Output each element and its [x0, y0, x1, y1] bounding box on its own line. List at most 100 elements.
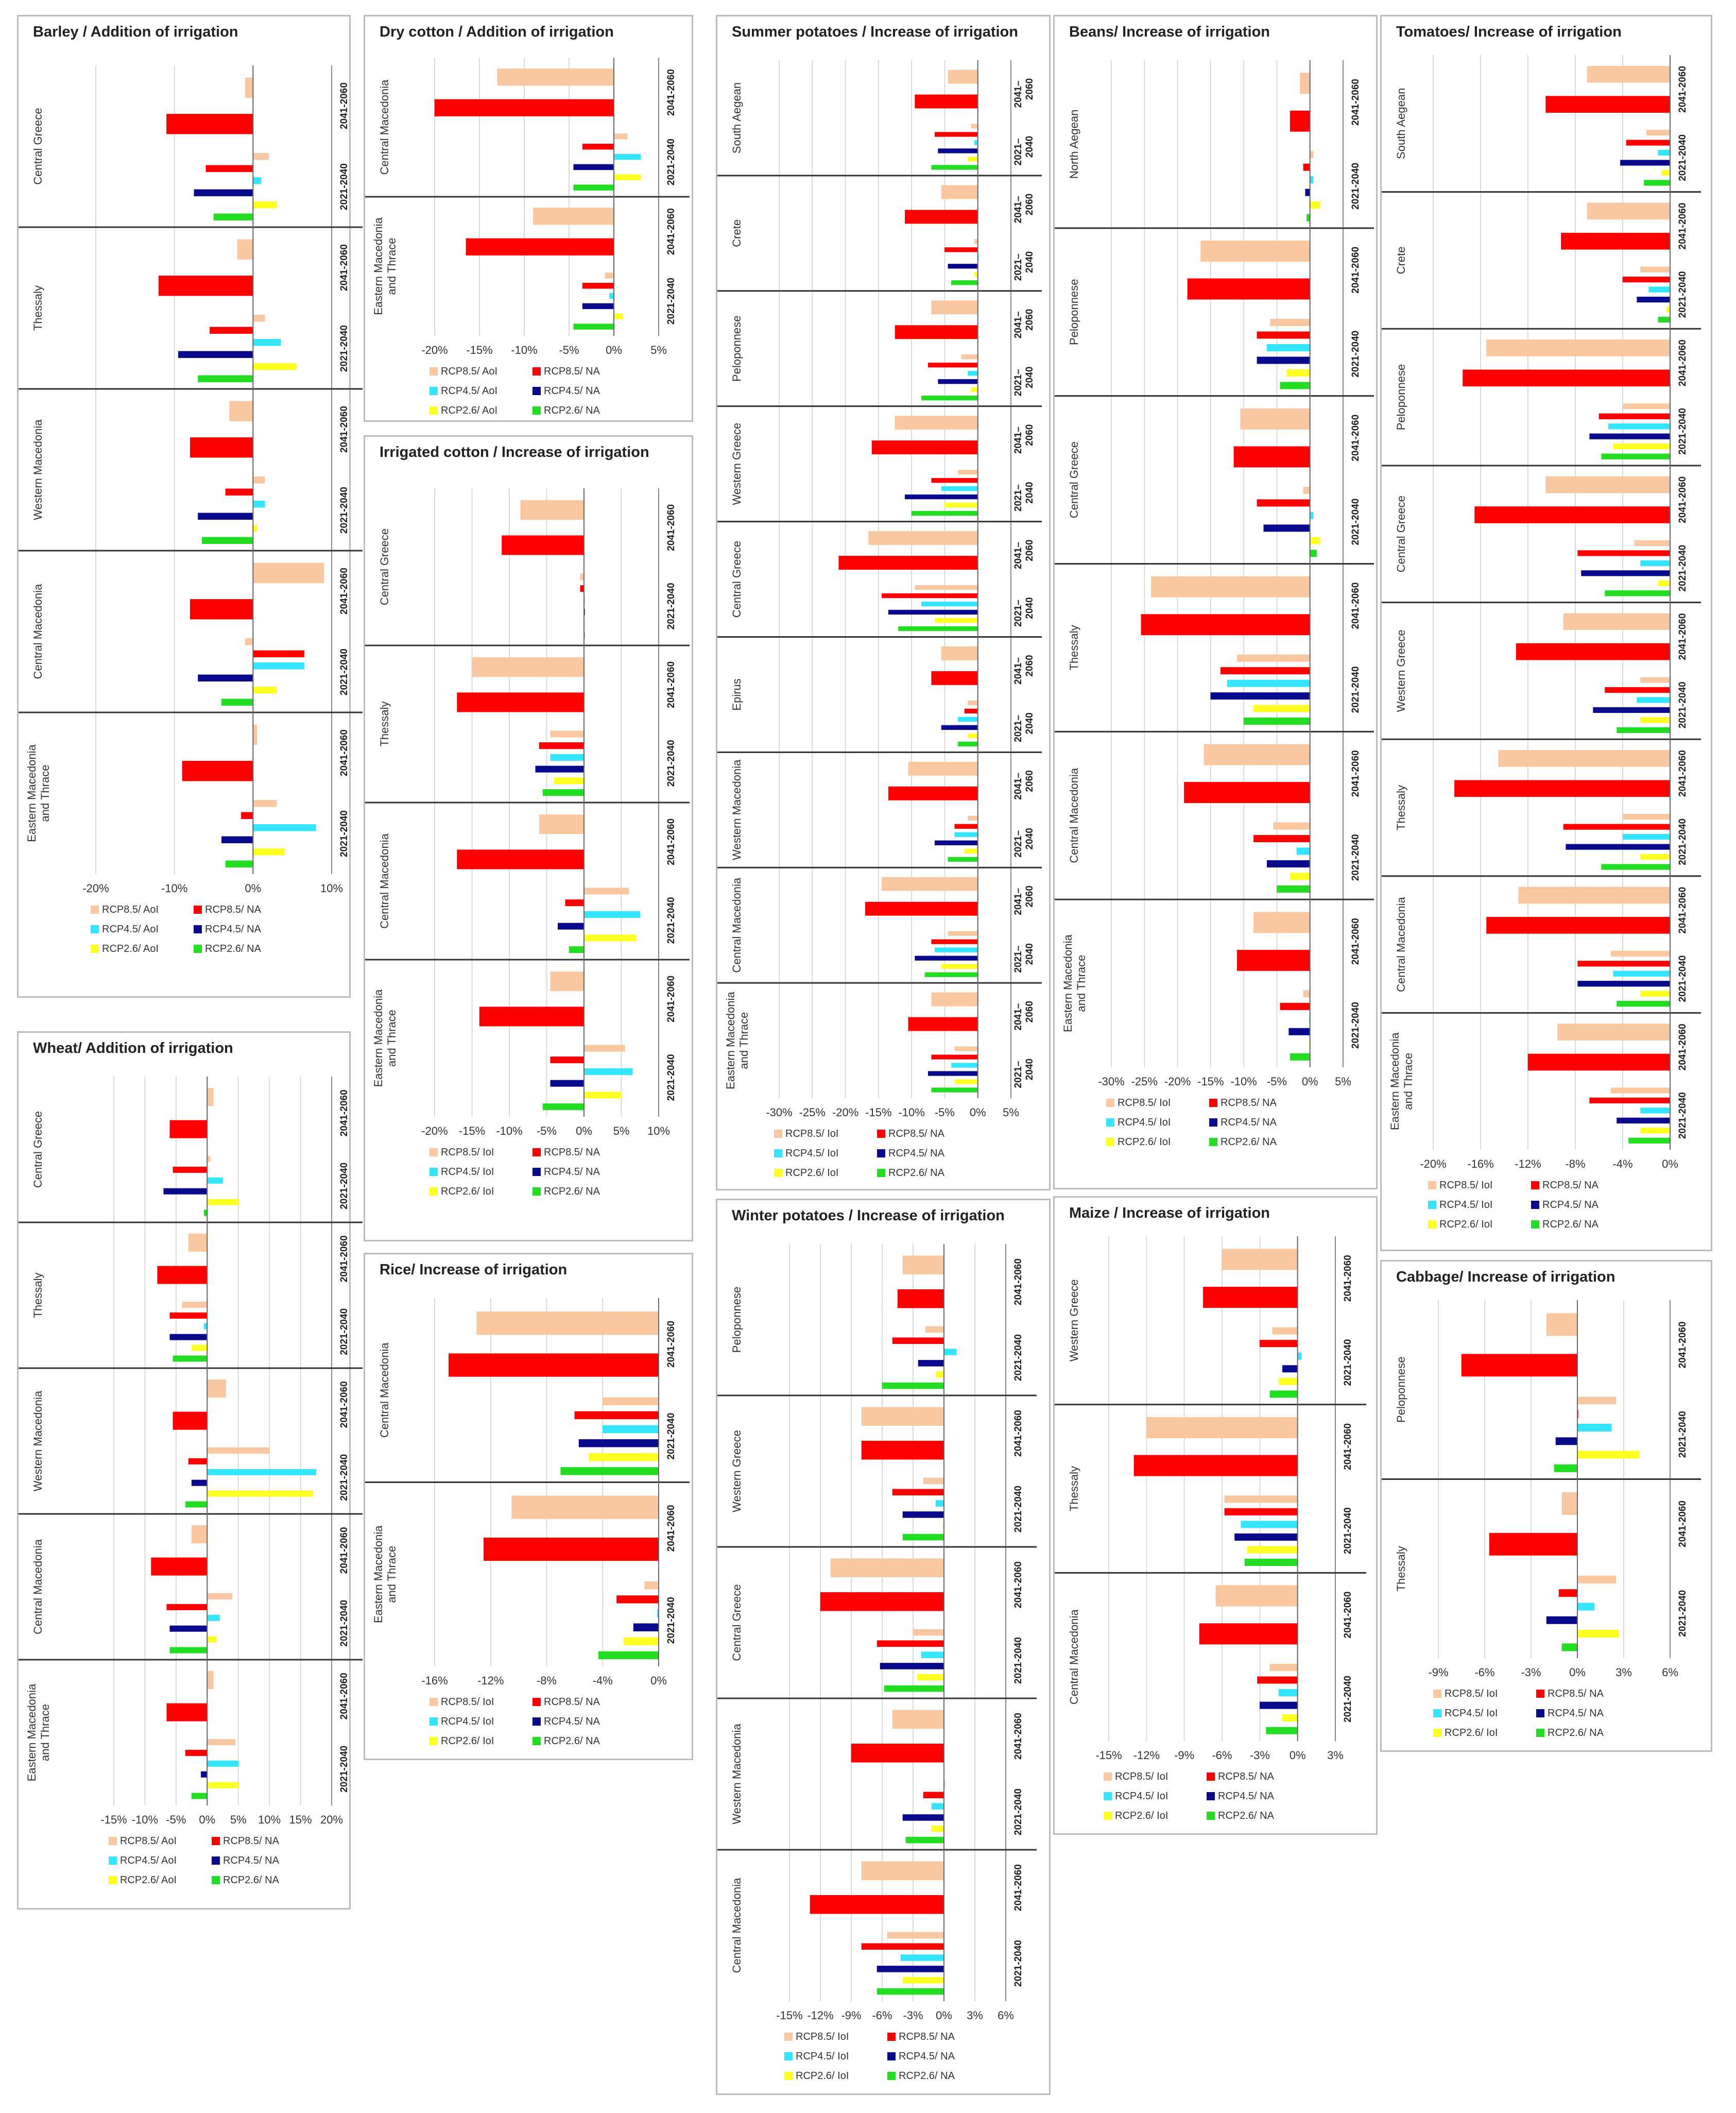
bar-rcp45_na [169, 1625, 208, 1632]
x-tick-label: 3% [1327, 1749, 1344, 1762]
region-label-central-macedonia: Central Macedonia [730, 1878, 743, 1973]
bar-rcp85_i [1610, 950, 1671, 957]
bar-rcp45_i [935, 1500, 944, 1507]
x-tick-label: -15% [459, 1124, 485, 1137]
bar-rcp85_na [483, 1537, 659, 1561]
x-tick-label: -25% [799, 1106, 826, 1119]
bar-rcp45_na [918, 1360, 944, 1367]
legend-label: RCP2.6/ IoI [1445, 1727, 1498, 1739]
legend-swatch [532, 1168, 541, 1176]
region-label-central-macedonia: Central Macedonia [1068, 1609, 1080, 1705]
bar-rcp85_na [1486, 917, 1671, 934]
bar-rcp85_i [923, 1477, 944, 1485]
legend-label: RCP2.6/ NA [1542, 1219, 1599, 1230]
region-label-central-macedonia: Central Macedonia [31, 1539, 44, 1634]
legend-label: RCP4.5/ NA [888, 1148, 945, 1159]
bar-rcp85_na [1605, 687, 1671, 693]
bar-rcp85_i [1640, 677, 1671, 683]
period-label: 2021-2040 [339, 1163, 350, 1209]
bar-rcp26_i [1290, 873, 1310, 880]
bar-rcp45_i [968, 371, 978, 376]
tomatoes-panel: Tomatoes/ Increase of irrigation South A… [1380, 15, 1712, 1251]
winter-potatoes-chart: Peloponnese 2041-2060 2021-2040 Western Gre… [717, 1244, 1037, 2082]
legend-swatch [109, 1876, 117, 1884]
bar-rcp45_i [583, 1068, 633, 1075]
period-label: 2021-2040 [339, 1600, 350, 1647]
period-label: 2041-2060 [666, 69, 677, 116]
region-label-thessaly: Thessaly [1395, 785, 1407, 830]
legend-swatch [532, 1737, 541, 1745]
bar-rcp85_na [169, 1312, 208, 1319]
period-label: 2021-2040 [1677, 819, 1688, 865]
chart-title: Dry cotton / Addition of irrigation [380, 24, 614, 40]
legend-swatch [1428, 1181, 1436, 1189]
legend-label: RCP8.5/ NA [205, 904, 262, 915]
bar-rcp85_na [1203, 1286, 1298, 1308]
bar-rcp45_i [207, 1614, 220, 1621]
period-label: 2041-2060 [339, 1089, 350, 1136]
x-tick-label: 10% [647, 1124, 670, 1137]
bar-rcp45_i [603, 1425, 659, 1434]
period-label: 2041–2060 [1013, 539, 1035, 569]
bar-rcp26_i [1247, 1546, 1298, 1554]
bar-rcp85_i [913, 1629, 944, 1636]
x-tick-label: -20% [1164, 1075, 1191, 1088]
maize-panel: Maize / Increase of irrigation Western G… [1053, 1196, 1378, 1835]
legend-label: RCP4.5/ NA [223, 1855, 280, 1866]
legend-swatch [532, 1698, 541, 1706]
bar-rcp85_i [1270, 319, 1310, 326]
period-label: 2021-2040 [1677, 271, 1688, 318]
bar-rcp26_na [1644, 180, 1671, 186]
cabbage-chart: Peloponnese 2041-2060 2021-2040 Thessaly 204… [1382, 1300, 1701, 1739]
period-label: 2021-2040 [1013, 1637, 1024, 1684]
legend-swatch [1433, 1690, 1441, 1698]
bar-rcp45_na [1593, 707, 1671, 713]
bar-rcp85_i [207, 1671, 214, 1689]
legend-label: RCP8.5/ AoI [441, 366, 497, 377]
bar-rcp26_na [169, 1647, 208, 1654]
bar-rcp26_i [253, 201, 277, 209]
legend-label: RCP8.5/ NA [544, 366, 600, 377]
bar-rcp85_na [810, 1895, 944, 1914]
bar-rcp85_na [1253, 834, 1310, 842]
x-tick-label: 0% [1662, 1157, 1678, 1170]
bar-rcp26_i [1310, 537, 1320, 544]
period-label: 2041-2060 [339, 406, 350, 453]
bar-rcp85_i [1204, 744, 1310, 765]
chart-title: Summer potatoes / Increase of irrigation [732, 24, 1018, 40]
bar-rcp85_na [565, 899, 585, 907]
legend-label: RCP2.6/ NA [888, 1167, 945, 1179]
bar-rcp85_na [157, 1266, 208, 1284]
bar-rcp26_i [954, 1079, 978, 1084]
x-tick-label: -9% [841, 2009, 861, 2022]
bar-rcp26_i [944, 502, 978, 508]
period-label: 2021-2040 [1677, 956, 1688, 1002]
x-tick-label: -10% [161, 882, 187, 895]
region-label-central-macedonia: Central Macedonia [378, 833, 391, 928]
bar-rcp85_i [957, 469, 978, 475]
bar-rcp45_na [163, 1188, 208, 1195]
x-tick-label: -12% [1515, 1157, 1541, 1170]
bar-rcp85_i [207, 1379, 226, 1398]
bar-rcp85_na [1133, 1455, 1298, 1476]
legend-label: RCP2.6/ NA [1221, 1136, 1277, 1148]
period-label: 2021-2040 [339, 325, 350, 372]
bar-rcp26_i [207, 1782, 238, 1788]
bar-rcp45_na [1620, 160, 1671, 166]
legend-swatch [429, 387, 438, 395]
bar-rcp26_i [207, 1199, 238, 1205]
x-tick-label: -15% [1095, 1749, 1122, 1762]
period-label: 2041-2060 [339, 729, 350, 776]
bar-rcp26_na [931, 165, 978, 170]
x-tick-label: -4% [593, 1674, 613, 1687]
region-label-crete: Crete [730, 219, 743, 247]
bar-rcp85_i [1640, 266, 1671, 272]
legend-swatch [887, 2033, 896, 2041]
legend-swatch [1209, 1118, 1217, 1127]
period-label: 2021-2040 [1350, 331, 1361, 378]
period-label: 2041-2060 [666, 504, 677, 551]
legend-swatch [91, 945, 99, 953]
bar-rcp45_na [876, 1966, 944, 1972]
region-label-western-greece: Western Greece [730, 423, 743, 505]
bar-rcp85_na [1489, 1532, 1578, 1556]
